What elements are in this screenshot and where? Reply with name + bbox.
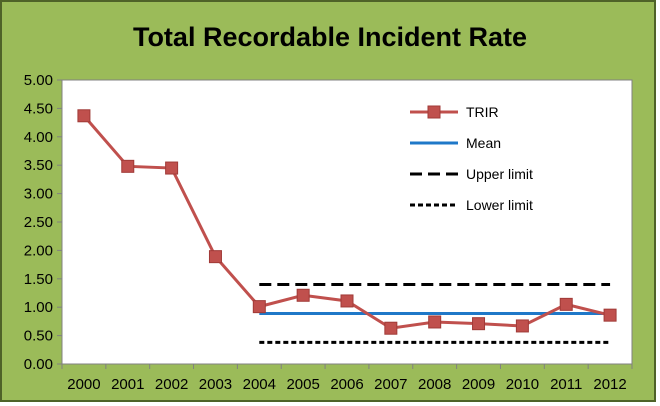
legend: TRIR Mean Upper limit Lower limit (410, 104, 533, 213)
y-tick-label: 3.00 (24, 186, 53, 203)
legend-label-upper-limit: Upper limit (466, 166, 533, 182)
trir-marker (340, 294, 354, 308)
x-tick-label: 2010 (506, 376, 539, 393)
y-tick-label: 1.00 (24, 299, 53, 316)
y-tick-label: 4.00 (24, 129, 53, 146)
y-tick-label: 4.50 (24, 100, 53, 117)
x-tick-label: 2003 (199, 376, 232, 393)
x-tick-label: 2005 (286, 376, 319, 393)
trir-marker (165, 161, 179, 175)
y-tick-label: 0.00 (24, 356, 53, 373)
y-tick-label: 2.50 (24, 214, 53, 231)
x-tick-label: 2007 (374, 376, 407, 393)
x-tick-label: 2001 (111, 376, 144, 393)
x-tick-label: 2000 (67, 376, 100, 393)
x-tick-label: 2008 (418, 376, 451, 393)
trir-marker (121, 159, 135, 173)
series-layer (77, 109, 617, 344)
y-tick-label: 2.00 (24, 242, 53, 259)
x-tick-label: 2006 (330, 376, 363, 393)
x-tick-label: 2011 (550, 376, 582, 393)
trir-marker (252, 300, 266, 314)
chart-title: Total Recordable Incident Rate (133, 22, 527, 52)
x-tick-label: 2009 (462, 376, 495, 393)
x-tick-label: 2002 (155, 376, 188, 393)
legend-label-lower-limit: Lower limit (466, 197, 533, 213)
plot-area (61, 79, 633, 365)
y-tick-label: 5.00 (24, 72, 53, 89)
trir-marker (515, 319, 529, 333)
y-tick-label: 1.50 (24, 271, 53, 288)
trir-marker (296, 288, 310, 302)
trir-marker (77, 109, 91, 123)
legend-marker-trir (427, 105, 441, 119)
x-tick-label: 2012 (593, 376, 626, 393)
trir-marker (428, 315, 442, 329)
legend-label-mean: Mean (466, 135, 501, 151)
trir-marker (208, 250, 222, 264)
trir-marker (472, 317, 486, 331)
trir-marker (603, 308, 617, 322)
legend-label-trir: TRIR (466, 104, 499, 120)
trir-marker (384, 321, 398, 335)
y-tick-label: 3.50 (24, 157, 53, 174)
y-tick-label: 0.50 (24, 328, 53, 345)
x-tick-label: 2004 (243, 376, 276, 393)
axes: 0.00 0.50 1.00 1.50 2.00 2.50 3.00 3.50 4.00 4.50… (24, 72, 633, 393)
trir-marker (559, 297, 573, 311)
